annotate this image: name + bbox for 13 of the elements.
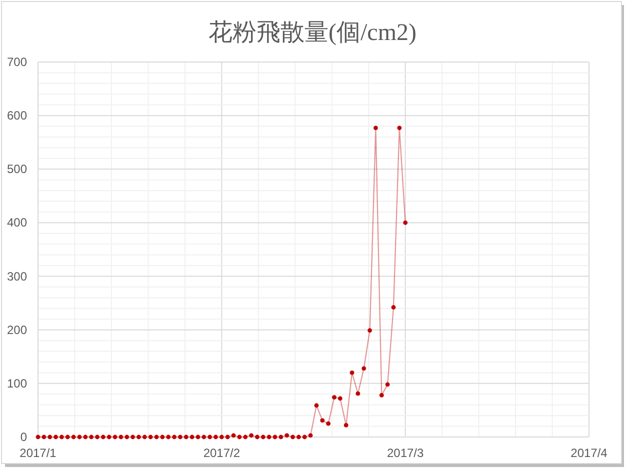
y-tick-label: 400 [6, 216, 27, 230]
y-tick-label: 500 [6, 162, 27, 176]
title: 花粉飛散量(個/cm2) [208, 20, 416, 46]
y-tick-label: 100 [6, 376, 27, 390]
x-tick-label: 2017/2 [203, 446, 240, 460]
y-tick-label: 700 [6, 55, 27, 69]
y-tick-label: 0 [20, 430, 27, 444]
y-tick-label: 200 [6, 322, 27, 337]
x-tick-label: 2017/3 [386, 446, 424, 460]
x-tick-label: 2017/4 [570, 446, 608, 460]
x-tick-label: 2017/1 [20, 446, 56, 460]
y-tick-label: 300 [6, 269, 27, 284]
y-tick-label: 600 [6, 108, 27, 123]
